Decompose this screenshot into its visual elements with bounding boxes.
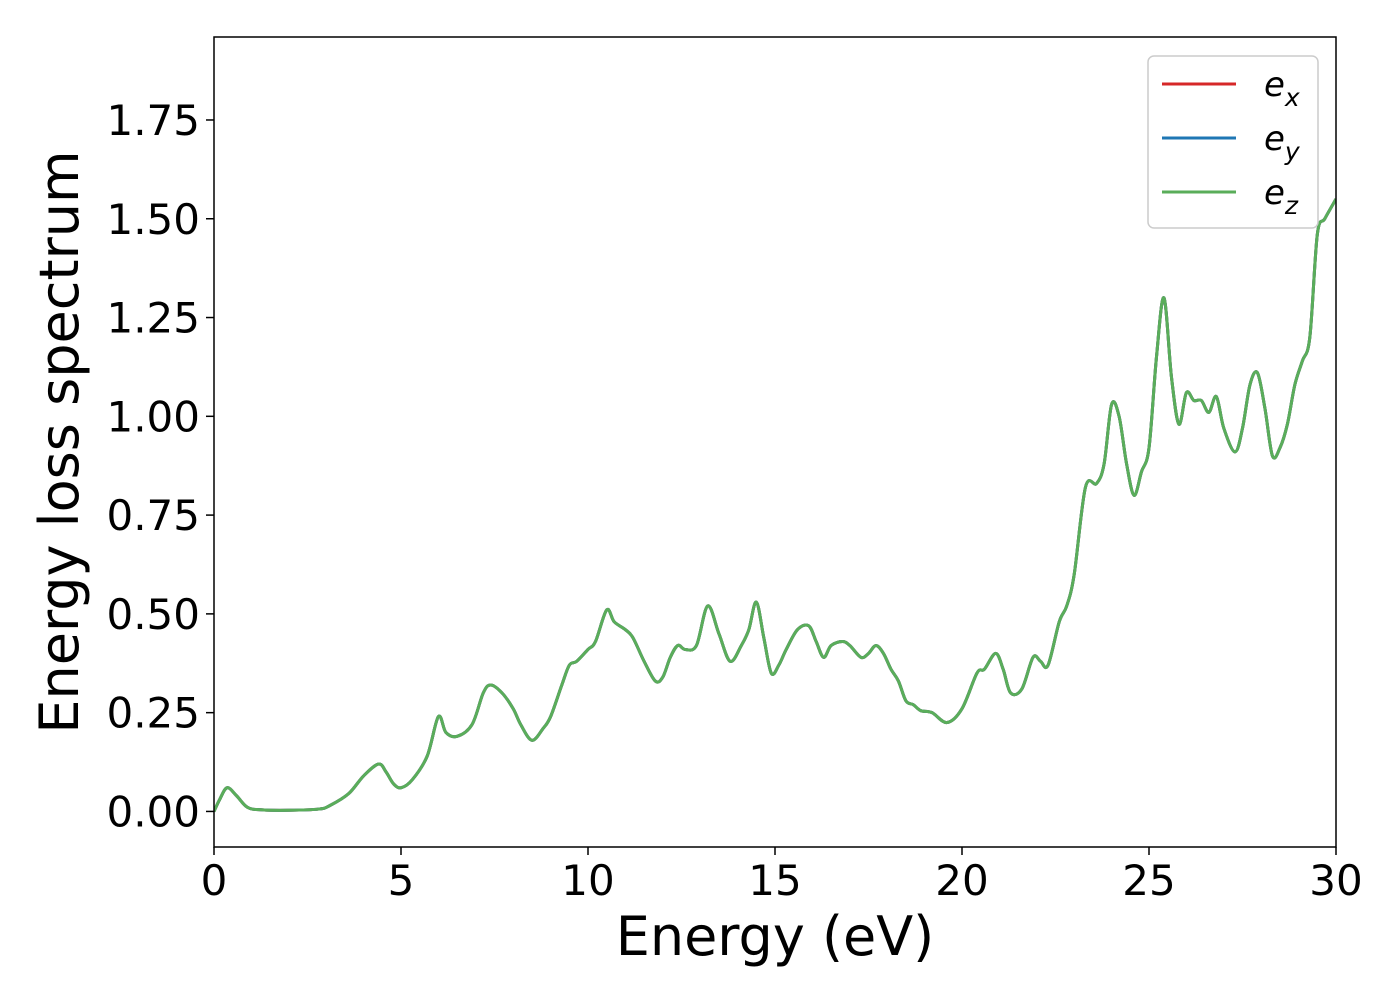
- x-tick-label: 30: [1309, 856, 1362, 905]
- legend-label-x: ex: [1264, 65, 1300, 112]
- series-line-z: [214, 198, 1336, 813]
- plot-area: [214, 198, 1336, 813]
- legend-label-base: e: [1264, 65, 1285, 105]
- y-tick-label: 0.00: [106, 787, 200, 836]
- legend-label-subscript: x: [1284, 83, 1300, 112]
- plot-frame: [213, 36, 1337, 848]
- x-tick-label: 5: [388, 856, 415, 905]
- x-tick-label: 25: [1122, 856, 1175, 905]
- legend-label-y: ey: [1264, 119, 1301, 166]
- legend-label-base: e: [1264, 173, 1285, 213]
- x-axis-title: Energy (eV): [616, 905, 935, 968]
- x-tick-label: 20: [935, 856, 988, 905]
- x-tick-label: 0: [201, 856, 228, 905]
- legend-label-subscript: y: [1284, 137, 1301, 166]
- y-tick-label: 0.25: [106, 689, 200, 738]
- y-tick-label: 0.75: [106, 491, 200, 540]
- legend-label-base: e: [1264, 119, 1285, 159]
- legend-label-z: ez: [1264, 173, 1299, 220]
- x-axis: 0 5 10 15 20 25 30: [201, 847, 1363, 905]
- y-tick-label: 1.50: [106, 195, 200, 244]
- legend-box: [1147, 55, 1319, 229]
- y-tick-label: 1.25: [106, 294, 200, 343]
- x-tick-label: 15: [748, 856, 801, 905]
- y-axis-title: Energy loss spectrum: [28, 150, 91, 733]
- y-axis: 0.00 0.25 0.50 0.75 1.00 1.25 1.50 1.75: [106, 96, 214, 836]
- y-tick-label: 0.50: [106, 590, 200, 639]
- x-tick-label: 10: [561, 856, 614, 905]
- legend-label-subscript: z: [1284, 191, 1299, 220]
- y-tick-label: 1.00: [106, 392, 200, 441]
- y-tick-label: 1.75: [106, 96, 200, 145]
